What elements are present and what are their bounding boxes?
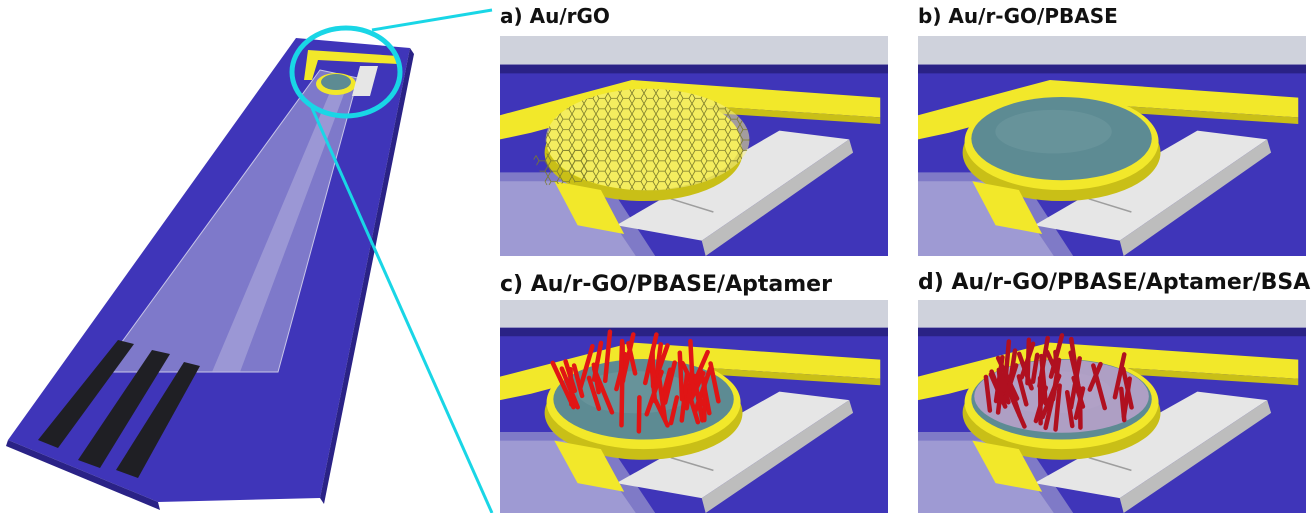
panel-d-scene bbox=[918, 300, 1306, 513]
panel-a bbox=[500, 36, 888, 256]
panel-b-scene bbox=[918, 36, 1306, 256]
panel-c-label: c) Au/r-GO/PBASE/Aptamer bbox=[500, 272, 832, 297]
panel-c-scene bbox=[500, 300, 888, 513]
panel-a-scene bbox=[500, 36, 888, 256]
panel-a-label: a) Au/rGO bbox=[500, 4, 610, 28]
substrate-edge bbox=[918, 65, 1306, 74]
aptamer-rod bbox=[1121, 389, 1124, 420]
pbase-film-highlight bbox=[995, 110, 1111, 154]
substrate-edge bbox=[500, 328, 888, 337]
substrate-edge bbox=[500, 65, 888, 74]
panel-c bbox=[500, 300, 888, 513]
surface-layer-pbase-film bbox=[971, 97, 1151, 180]
panel-d bbox=[918, 300, 1306, 513]
aptamer-rod bbox=[639, 397, 640, 431]
panel-d-label: d) Au/r-GO/PBASE/Aptamer/BSA bbox=[918, 270, 1310, 295]
aptamer-rod bbox=[621, 341, 622, 381]
sensor-working-disc bbox=[321, 74, 351, 90]
substrate-edge bbox=[918, 328, 1306, 337]
electrode-overview bbox=[0, 0, 500, 513]
aptamer-rod bbox=[1027, 340, 1028, 383]
panel-b-label: b) Au/r-GO/PBASE bbox=[918, 4, 1118, 28]
aptamer-rod bbox=[680, 353, 682, 399]
aptamer-rod bbox=[621, 383, 622, 425]
zoom-line-top bbox=[372, 10, 492, 30]
panel-b bbox=[918, 36, 1306, 256]
